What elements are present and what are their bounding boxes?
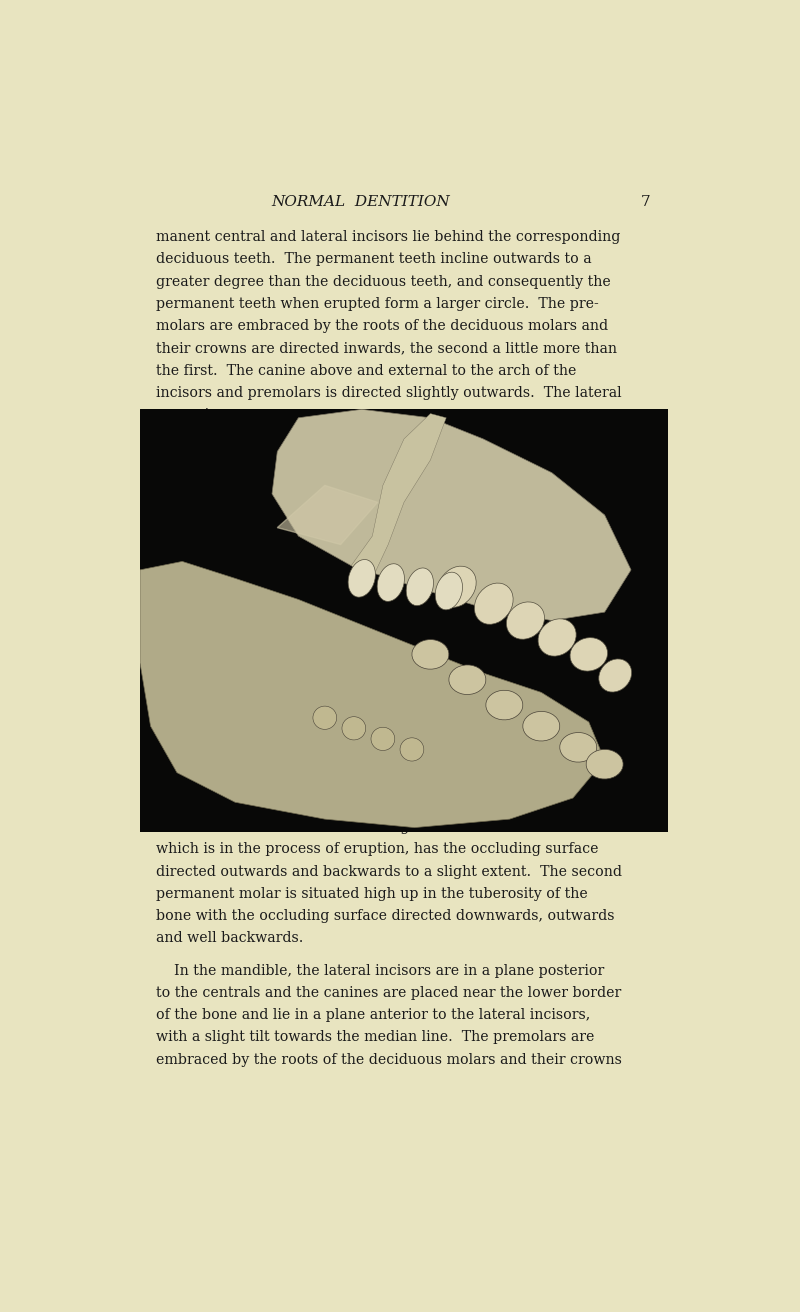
Ellipse shape [435, 572, 462, 610]
Ellipse shape [313, 706, 337, 729]
Ellipse shape [449, 665, 486, 694]
Bar [196, 466, 630, 804]
Text: molars are embraced by the roots of the deciduous molars and: molars are embraced by the roots of the … [156, 319, 608, 333]
Ellipse shape [406, 568, 434, 606]
Ellipse shape [342, 716, 366, 740]
Text: NORMAL  DENTITION: NORMAL DENTITION [271, 194, 450, 209]
Text: permanent teeth when erupted form a larger circle.  The pre-: permanent teeth when erupted form a larg… [156, 297, 598, 311]
Polygon shape [351, 413, 446, 579]
Ellipse shape [348, 559, 375, 597]
Text: deciduous teeth.  The permanent teeth incline outwards to a: deciduous teeth. The permanent teeth inc… [156, 252, 591, 266]
Text: the first.  The canine above and external to the arch of the: the first. The canine above and external… [156, 363, 576, 378]
Text: incisors and premolars is directed slightly outwards.  The lateral: incisors and premolars is directed sligh… [156, 386, 622, 400]
Ellipse shape [522, 711, 560, 741]
Text: which is in the process of eruption, has the occluding surface: which is in the process of eruption, has… [156, 842, 598, 857]
Ellipse shape [538, 619, 576, 656]
Text: greater degree than the deciduous teeth, and consequently the: greater degree than the deciduous teeth,… [156, 274, 610, 289]
Ellipse shape [371, 727, 394, 750]
Text: In the mandible, the lateral incisors are in a plane posterior: In the mandible, the lateral incisors ar… [156, 963, 604, 977]
Ellipse shape [560, 732, 597, 762]
Text: to the centrals and the canines are placed near the lower border: to the centrals and the canines are plac… [156, 985, 621, 1000]
Ellipse shape [586, 749, 623, 779]
Ellipse shape [400, 737, 424, 761]
Ellipse shape [412, 639, 449, 669]
Ellipse shape [377, 564, 405, 601]
Text: of the bone and lie in a plane anterior to the lateral incisors,: of the bone and lie in a plane anterior … [156, 1008, 590, 1022]
Text: Fig. 9.: Fig. 9. [387, 820, 433, 834]
Polygon shape [140, 562, 605, 828]
Text: permanent molar is situated high up in the tuberosity of the: permanent molar is situated high up in t… [156, 887, 587, 901]
Text: incisorʹ lies close to the premolar, and the first  permanent molar,: incisorʹ lies close to the premolar, and… [156, 408, 628, 422]
Text: directed outwards and backwards to a slight extent.  The second: directed outwards and backwards to a sli… [156, 865, 622, 879]
Ellipse shape [598, 659, 632, 691]
Text: with a slight tilt towards the median line.  The premolars are: with a slight tilt towards the median li… [156, 1030, 594, 1044]
Ellipse shape [570, 638, 607, 670]
Ellipse shape [474, 583, 513, 625]
Text: bone with the occluding surface directed downwards, outwards: bone with the occluding surface directed… [156, 909, 614, 924]
Text: embraced by the roots of the deciduous molars and their crowns: embraced by the roots of the deciduous m… [156, 1052, 622, 1067]
Polygon shape [278, 485, 378, 544]
Ellipse shape [438, 567, 476, 607]
Text: 7: 7 [641, 194, 650, 209]
Text: and well backwards.: and well backwards. [156, 932, 303, 945]
Ellipse shape [506, 602, 545, 639]
Polygon shape [272, 409, 631, 621]
Text: their crowns are directed inwards, the second a little more than: their crowns are directed inwards, the s… [156, 341, 617, 356]
Ellipse shape [486, 690, 523, 720]
Text: manent central and lateral incisors lie behind the corresponding: manent central and lateral incisors lie … [156, 230, 620, 244]
Polygon shape [140, 409, 668, 832]
